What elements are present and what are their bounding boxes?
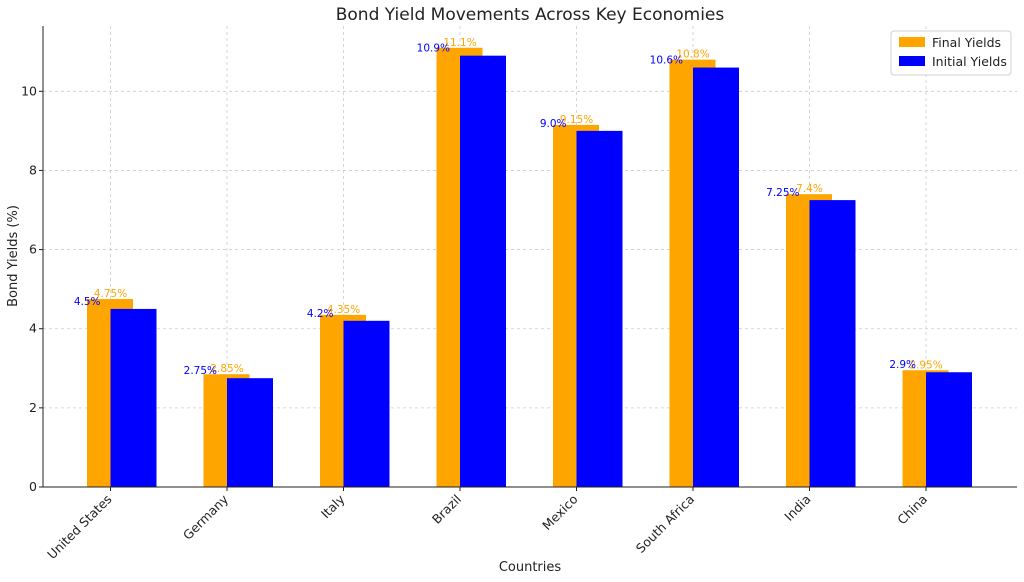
value-label-final: 2.85% — [210, 363, 243, 375]
value-label-initial: 9.0% — [540, 118, 567, 130]
grid-lines — [43, 26, 1017, 488]
bars — [87, 47, 972, 488]
value-label-final: 4.75% — [94, 288, 127, 300]
x-tick-label: India — [781, 492, 813, 524]
x-axis-label: Countries — [499, 560, 562, 575]
legend-swatch-initial — [899, 56, 925, 66]
value-label-final: 2.95% — [909, 359, 942, 371]
value-label-initial: 2.75% — [184, 365, 217, 377]
y-tick-label: 6 — [29, 242, 37, 257]
x-tick-label: Brazil — [429, 492, 464, 527]
y-tick-label: 4 — [29, 321, 37, 336]
bar-initial-yield — [343, 320, 390, 487]
y-tick-label: 8 — [29, 162, 37, 177]
bar-initial-yield — [809, 200, 856, 488]
legend: Final Yields Initial Yields — [890, 30, 1012, 76]
value-label-initial: 4.5% — [74, 296, 101, 308]
value-label-initial: 2.9% — [889, 359, 916, 371]
legend-label-final: Final Yields — [932, 35, 1001, 50]
bar-initial-yield — [227, 378, 273, 487]
chart-title: Bond Yield Movements Across Key Economie… — [336, 5, 725, 25]
value-label-final: 11.1% — [443, 37, 476, 49]
bar-initial-yield — [693, 67, 739, 488]
x-tick-label: Italy — [318, 491, 348, 521]
y-tick-label: 10 — [21, 83, 37, 98]
bar-initial-yield — [110, 308, 157, 487]
value-label-initial: 10.9% — [417, 43, 450, 55]
bar-initial-yield — [576, 130, 623, 487]
x-tick-label: South Africa — [633, 492, 697, 556]
value-label-initial: 7.25% — [766, 187, 799, 199]
x-tick-label: Germany — [180, 491, 232, 543]
x-tick-label: Mexico — [539, 492, 580, 533]
x-tick-label: China — [894, 492, 930, 528]
legend-label-initial: Initial Yields — [932, 54, 1007, 69]
bar-initial-yield — [460, 55, 506, 488]
x-tick-label: United States — [44, 492, 114, 562]
bar-initial-yield — [926, 372, 972, 487]
value-label-initial: 4.2% — [307, 308, 334, 320]
value-label-final: 7.4% — [796, 183, 823, 195]
y-axis-label: Bond Yields (%) — [6, 205, 21, 307]
y-tick-label: 2 — [29, 400, 37, 415]
axes — [42, 26, 1017, 488]
value-label-final: 4.35% — [327, 304, 360, 316]
value-label-initial: 10.6% — [650, 55, 683, 67]
value-labels: 4.75% 2.85% 4.35% 11.1% 9.15% 10.8% 7.4% 2.95% 4… — [74, 37, 943, 377]
legend-swatch-final — [899, 37, 925, 47]
value-label-final: 9.15% — [560, 114, 593, 126]
y-tick-label: 0 — [29, 479, 37, 494]
value-label-final: 10.8% — [676, 49, 709, 61]
